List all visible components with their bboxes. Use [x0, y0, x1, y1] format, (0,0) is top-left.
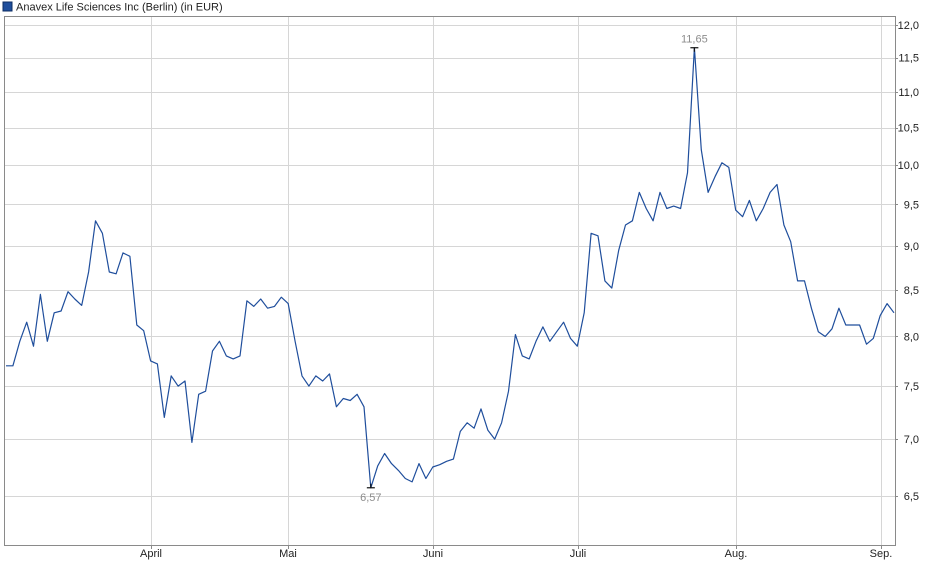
y-tick-label: 8,0	[904, 331, 919, 343]
chart-title: Anavex Life Sciences Inc (Berlin) (in EU…	[16, 2, 223, 14]
y-tick-label: 11,5	[898, 53, 919, 65]
y-tick-label: 7,0	[904, 434, 919, 446]
min-value-label: 6,57	[360, 492, 381, 504]
extremes-annotations: 11,65 6,57	[360, 34, 708, 504]
price-line	[6, 47, 895, 489]
gridlines	[5, 17, 898, 549]
x-tick-label: Juli	[570, 548, 587, 560]
y-tick-label: 8,5	[904, 285, 919, 297]
y-tick-label: 10,0	[898, 160, 919, 172]
y-axis-labels: 6,5 7,0 7,5 8,0 8,5 9,0 9,5 10,0 10,5 11,0 11,5 12,…	[898, 20, 919, 503]
x-tick-label: Mai	[279, 548, 297, 560]
x-tick-label: Sep.	[870, 548, 893, 560]
y-tick-label: 6,5	[904, 491, 919, 503]
y-tick-label: 9,5	[904, 199, 919, 211]
legend-swatch	[2, 1, 13, 12]
y-tick-label: 9,0	[904, 241, 919, 253]
y-tick-label: 10,5	[898, 123, 919, 135]
y-tick-label: 7,5	[904, 381, 919, 393]
x-tick-label: April	[140, 548, 162, 560]
series-layer	[6, 47, 895, 489]
y-tick-label: 11,0	[898, 87, 919, 99]
max-value-label: 11,65	[681, 34, 708, 46]
x-tick-label: Juni	[423, 548, 443, 560]
x-axis-labels: April Mai Juni Juli Aug. Sep.	[140, 548, 892, 560]
x-tick-label: Aug.	[725, 548, 748, 560]
plot-frame	[4, 16, 896, 546]
y-tick-label: 12,0	[898, 20, 919, 32]
